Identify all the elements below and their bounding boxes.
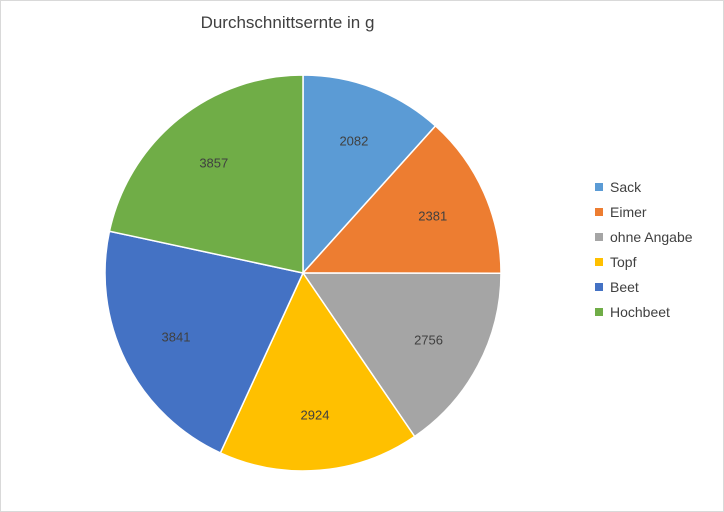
data-label-beet: 3841 xyxy=(162,330,191,345)
pie-slice-eimer xyxy=(301,124,502,274)
legend-label-beet: Beet xyxy=(610,278,639,295)
legend-swatch-eimer xyxy=(595,207,603,216)
chart-title: Durchschnittsernte in g xyxy=(200,13,375,32)
data-label-topf: 2924 xyxy=(301,407,330,422)
legend-swatch-hochbeet xyxy=(595,307,603,316)
legend-label-hochbeet: Hochbeet xyxy=(610,303,670,320)
legend-label-topf: Topf xyxy=(610,253,637,270)
legend-label-eimer: Eimer xyxy=(610,203,647,220)
data-label-hochbeet: 3857 xyxy=(199,156,228,171)
data-label-ohne-angabe: 2756 xyxy=(414,332,443,347)
legend-swatch-beet xyxy=(595,282,603,291)
legend-label-ohne-angabe: ohne Angabe xyxy=(610,228,693,245)
legend-item-beet: Beet xyxy=(595,274,693,299)
legend-item-hochbeet: Hochbeet xyxy=(595,299,693,324)
legend-swatch-topf xyxy=(595,257,603,266)
pie-slice-sack xyxy=(302,74,437,275)
legend-label-sack: Sack xyxy=(610,178,642,195)
pie-slice-ohne-angabe xyxy=(301,272,502,438)
pie-slice-beet xyxy=(104,230,305,454)
legend-swatch-sack xyxy=(595,182,603,191)
pie-slice-topf xyxy=(219,271,416,472)
legend: Sack Eimer ohne Angabe Topf Beet Hochbeet xyxy=(595,174,693,324)
data-label-eimer: 2381 xyxy=(418,208,447,223)
legend-swatch-ohne-angabe xyxy=(595,232,603,241)
legend-item-topf: Topf xyxy=(595,249,693,274)
data-label-sack: 2082 xyxy=(339,133,368,148)
legend-item-eimer: Eimer xyxy=(595,199,693,224)
legend-item-ohne-angabe: ohne Angabe xyxy=(595,224,693,249)
legend-item-sack: Sack xyxy=(595,174,693,199)
pie-slice-hochbeet xyxy=(108,74,304,274)
